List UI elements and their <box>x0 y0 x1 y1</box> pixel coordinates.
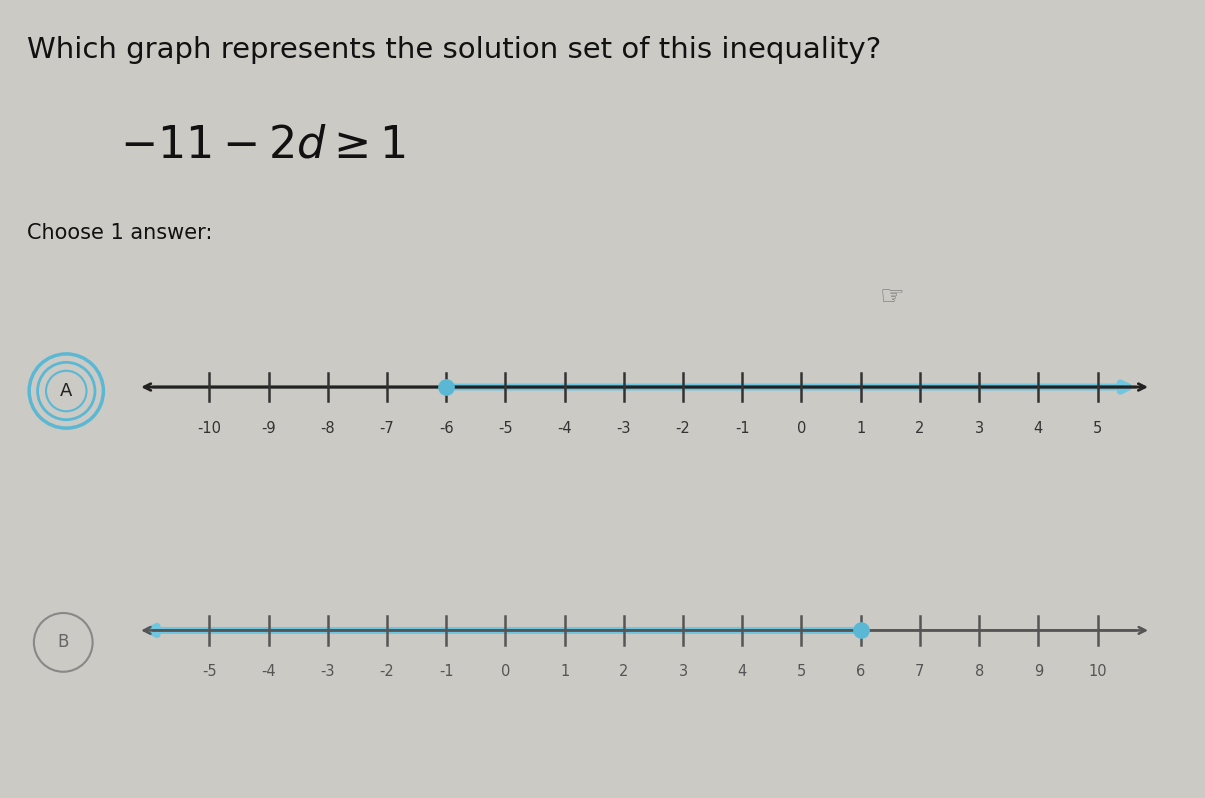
Text: 5: 5 <box>1093 421 1103 436</box>
Text: B: B <box>58 634 69 651</box>
Text: -6: -6 <box>439 421 453 436</box>
Text: A: A <box>60 382 72 400</box>
Text: -2: -2 <box>676 421 690 436</box>
Text: 6: 6 <box>856 664 865 679</box>
Text: -8: -8 <box>321 421 335 436</box>
Text: 4: 4 <box>1034 421 1044 436</box>
Text: -5: -5 <box>202 664 217 679</box>
Text: 7: 7 <box>916 664 924 679</box>
Text: ☞: ☞ <box>880 283 905 311</box>
Text: 9: 9 <box>1034 664 1044 679</box>
Text: 0: 0 <box>797 421 806 436</box>
Text: -1: -1 <box>439 664 453 679</box>
Text: 3: 3 <box>975 421 983 436</box>
Text: 3: 3 <box>678 664 688 679</box>
Text: 1: 1 <box>856 421 865 436</box>
Text: -4: -4 <box>261 664 276 679</box>
Text: $-11-2d\geq 1$: $-11-2d\geq 1$ <box>120 124 406 167</box>
Text: -1: -1 <box>735 421 750 436</box>
Text: 5: 5 <box>797 664 806 679</box>
Text: 2: 2 <box>916 421 924 436</box>
Text: 1: 1 <box>560 664 569 679</box>
Text: -3: -3 <box>321 664 335 679</box>
Text: 10: 10 <box>1088 664 1107 679</box>
Text: -3: -3 <box>617 421 631 436</box>
Text: -2: -2 <box>380 664 394 679</box>
Text: -5: -5 <box>498 421 512 436</box>
Text: Choose 1 answer:: Choose 1 answer: <box>27 223 212 243</box>
Text: -9: -9 <box>261 421 276 436</box>
Text: -7: -7 <box>380 421 394 436</box>
Text: 8: 8 <box>975 664 983 679</box>
Text: -10: -10 <box>198 421 222 436</box>
Text: 0: 0 <box>501 664 510 679</box>
Text: -4: -4 <box>558 421 572 436</box>
Text: Which graph represents the solution set of this inequality?: Which graph represents the solution set … <box>27 36 881 64</box>
Text: 4: 4 <box>737 664 747 679</box>
Text: 2: 2 <box>619 664 629 679</box>
